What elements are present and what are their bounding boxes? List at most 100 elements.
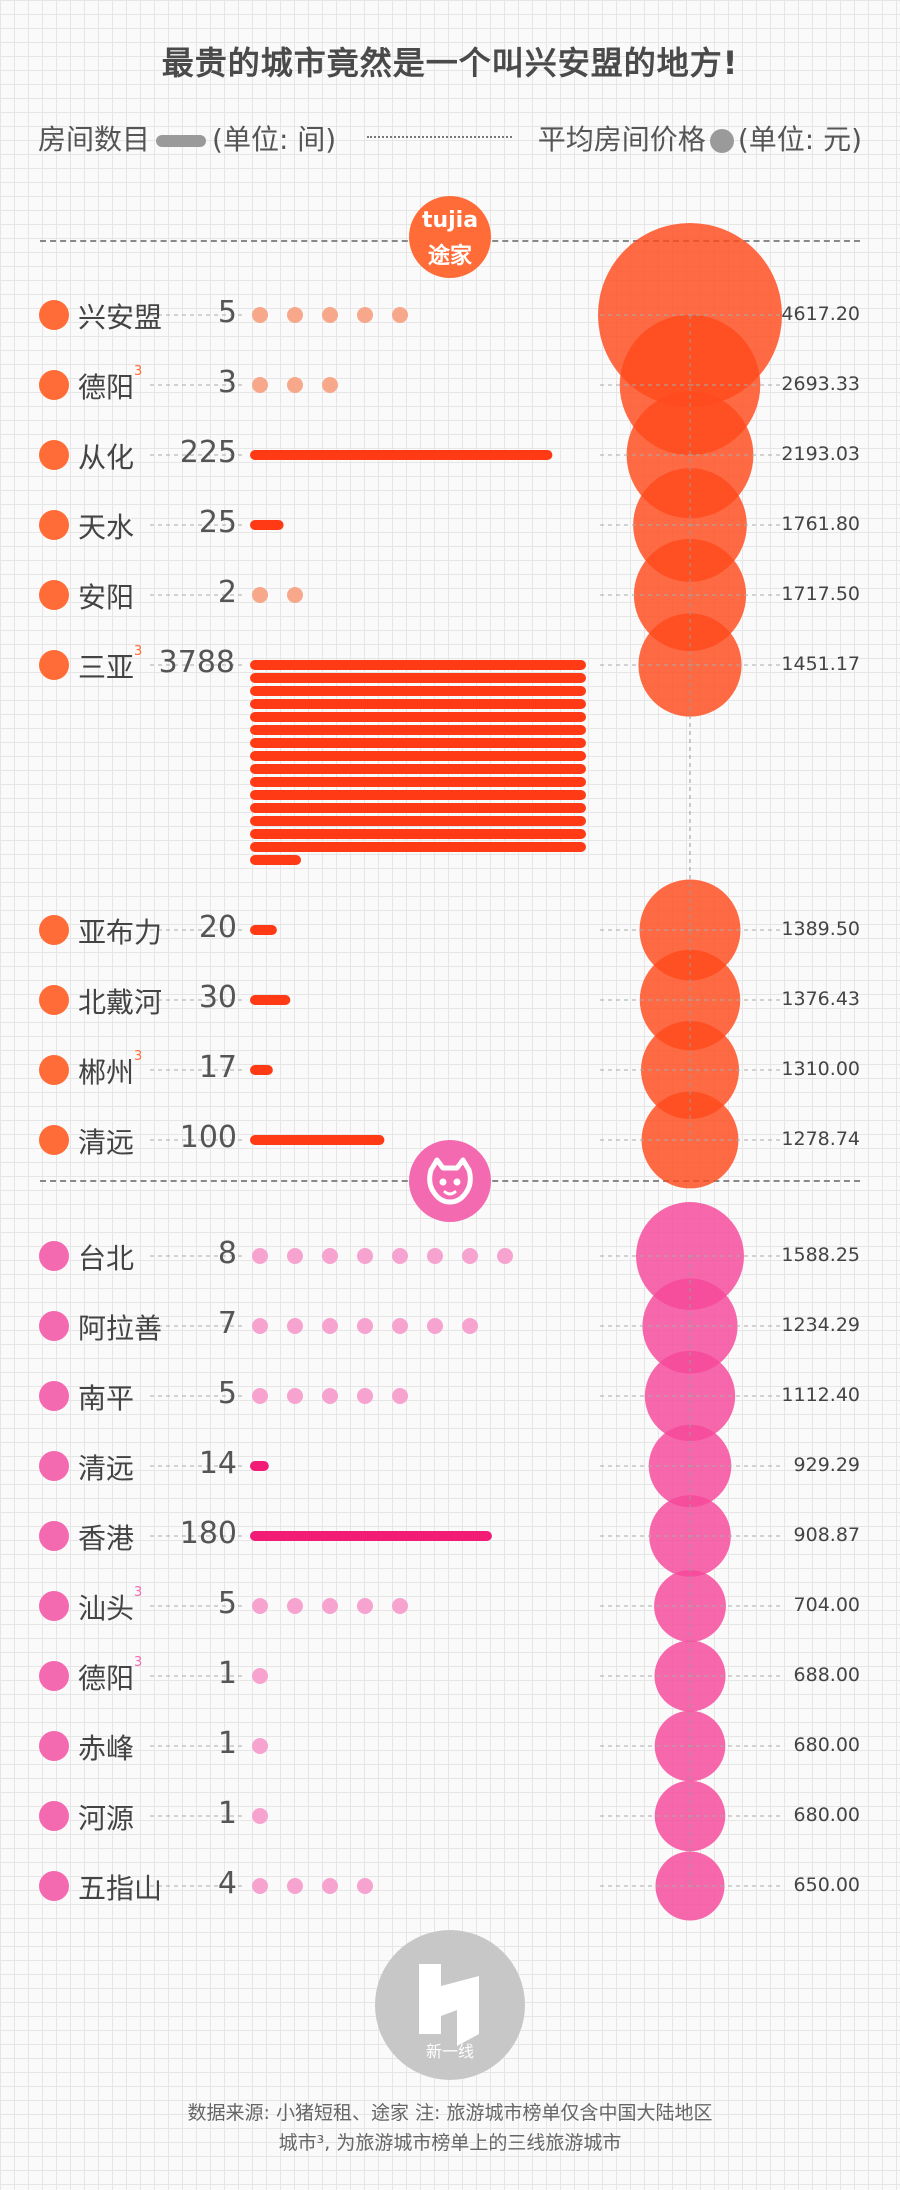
city-name: 清远: [78, 1447, 134, 1487]
city-name-text: 阿拉善: [78, 1312, 163, 1345]
room-bar: [250, 738, 586, 748]
legend-price-label: 平均房间价格: [537, 123, 706, 156]
rank-badge: [39, 1801, 69, 1831]
room-dot: [322, 1878, 338, 1894]
room-dot: [322, 307, 338, 323]
price-value: 1278.74: [781, 1128, 860, 1150]
room-dot: [392, 1248, 408, 1264]
room-dot: [357, 1318, 373, 1334]
rank-badge: [39, 1731, 69, 1761]
rank-badge: [39, 1521, 69, 1551]
pig-icon: [427, 1157, 473, 1205]
rank-badge: [39, 580, 69, 610]
city-name-text: 天水: [78, 511, 135, 544]
room-dot: [322, 377, 338, 393]
room-count: 3: [217, 365, 237, 400]
room-dot: [357, 1878, 373, 1894]
city-name-text: 香港: [78, 1522, 135, 1555]
city-name: 台北: [78, 1237, 134, 1277]
room-bar: [250, 1065, 273, 1075]
price-value: 1717.50: [781, 583, 860, 605]
city-name: 安阳: [78, 576, 134, 616]
room-bar: [250, 725, 586, 735]
city-name-text: 五指山: [78, 1872, 163, 1905]
room-count: 14: [198, 1446, 237, 1481]
room-bar: [250, 660, 586, 670]
city-name: 香港: [78, 1517, 134, 1557]
tier3-marker: 3: [134, 364, 143, 379]
city-name: 郴州3: [78, 1049, 142, 1091]
room-dot: [252, 377, 268, 393]
room-dot: [252, 1248, 268, 1264]
legend-circle-swatch: [709, 129, 734, 153]
room-bar: [250, 712, 586, 722]
price-value: 908.87: [793, 1524, 860, 1546]
price-value: 704.00: [793, 1594, 860, 1616]
room-count: 3788: [158, 645, 235, 680]
city-name: 清远: [78, 1121, 134, 1161]
tier3-marker: 3: [134, 1585, 143, 1600]
city-name-text: 德阳: [78, 371, 135, 404]
room-count: 8: [217, 1236, 237, 1271]
room-bar: [250, 699, 586, 709]
room-count: 20: [198, 910, 237, 945]
xinyixian-brand: 新一线: [425, 2042, 474, 2061]
city-name: 阿拉善: [78, 1307, 162, 1347]
room-dot: [462, 1318, 478, 1334]
room-dot: [322, 1388, 338, 1404]
room-count: 1: [217, 1796, 237, 1831]
rank-badge: [39, 1055, 69, 1085]
room-dot: [252, 587, 268, 603]
room-dot: [322, 1598, 338, 1614]
footer-source: 数据来源: 小猪短租、途家 注: 旅游城市榜单仅含中国大陆地区: [187, 2102, 713, 2124]
price-value: 1588.25: [781, 1244, 860, 1266]
room-count: 30: [198, 980, 237, 1015]
room-bar: [250, 764, 586, 774]
tujia-logo: tujia 途家: [409, 196, 491, 278]
room-count: 5: [217, 1376, 237, 1411]
xinyixian-logo: 新一线: [375, 1930, 525, 2080]
price-value: 680.00: [793, 1804, 860, 1826]
city-name-text: 台北: [78, 1242, 135, 1275]
room-dot: [357, 1388, 373, 1404]
city-name: 亚布力: [78, 911, 162, 951]
room-dot: [392, 307, 408, 323]
rank-badge: [39, 1591, 69, 1621]
room-count: 1: [217, 1656, 237, 1691]
city-name-text: 北戴河: [78, 986, 163, 1019]
legend-rooms-unit: (单位: 间): [212, 123, 337, 156]
city-name: 赤峰: [78, 1727, 134, 1767]
room-dot: [497, 1248, 513, 1264]
room-dot: [252, 1808, 268, 1824]
room-dot: [357, 307, 373, 323]
city-name-text: 兴安盟: [78, 301, 163, 334]
room-dot: [357, 1248, 373, 1264]
city-name-text: 清远: [78, 1126, 135, 1159]
room-dot: [252, 1318, 268, 1334]
rank-badge: [39, 300, 69, 330]
room-bar: [250, 751, 586, 761]
xinyixian-icon: [419, 1964, 479, 2046]
city-name-text: 安阳: [78, 581, 135, 614]
room-dot: [252, 1878, 268, 1894]
legend-bar-swatch: [156, 135, 207, 147]
city-name: 北戴河: [78, 981, 162, 1021]
room-count: 25: [198, 505, 237, 540]
room-dot: [252, 307, 268, 323]
city-name: 三亚3: [78, 644, 142, 686]
rank-badge: [39, 370, 69, 400]
city-name: 从化: [78, 436, 134, 476]
tujia-logo-text: tujia: [421, 208, 479, 233]
room-bar: [250, 777, 586, 787]
city-name: 天水: [78, 506, 134, 546]
price-value: 680.00: [793, 1734, 860, 1756]
rank-badge: [39, 650, 69, 680]
room-dot: [427, 1248, 443, 1264]
footer-note: 城市³, 为旅游城市榜单上的三线旅游城市: [278, 2132, 622, 2154]
city-name-text: 清远: [78, 1452, 135, 1485]
city-name: 汕头3: [78, 1585, 143, 1627]
city-name-text: 三亚: [78, 651, 135, 684]
room-dot: [392, 1318, 408, 1334]
price-value: 1310.00: [781, 1058, 860, 1080]
legend-rooms: 房间数目 (单位: 间): [38, 118, 336, 158]
